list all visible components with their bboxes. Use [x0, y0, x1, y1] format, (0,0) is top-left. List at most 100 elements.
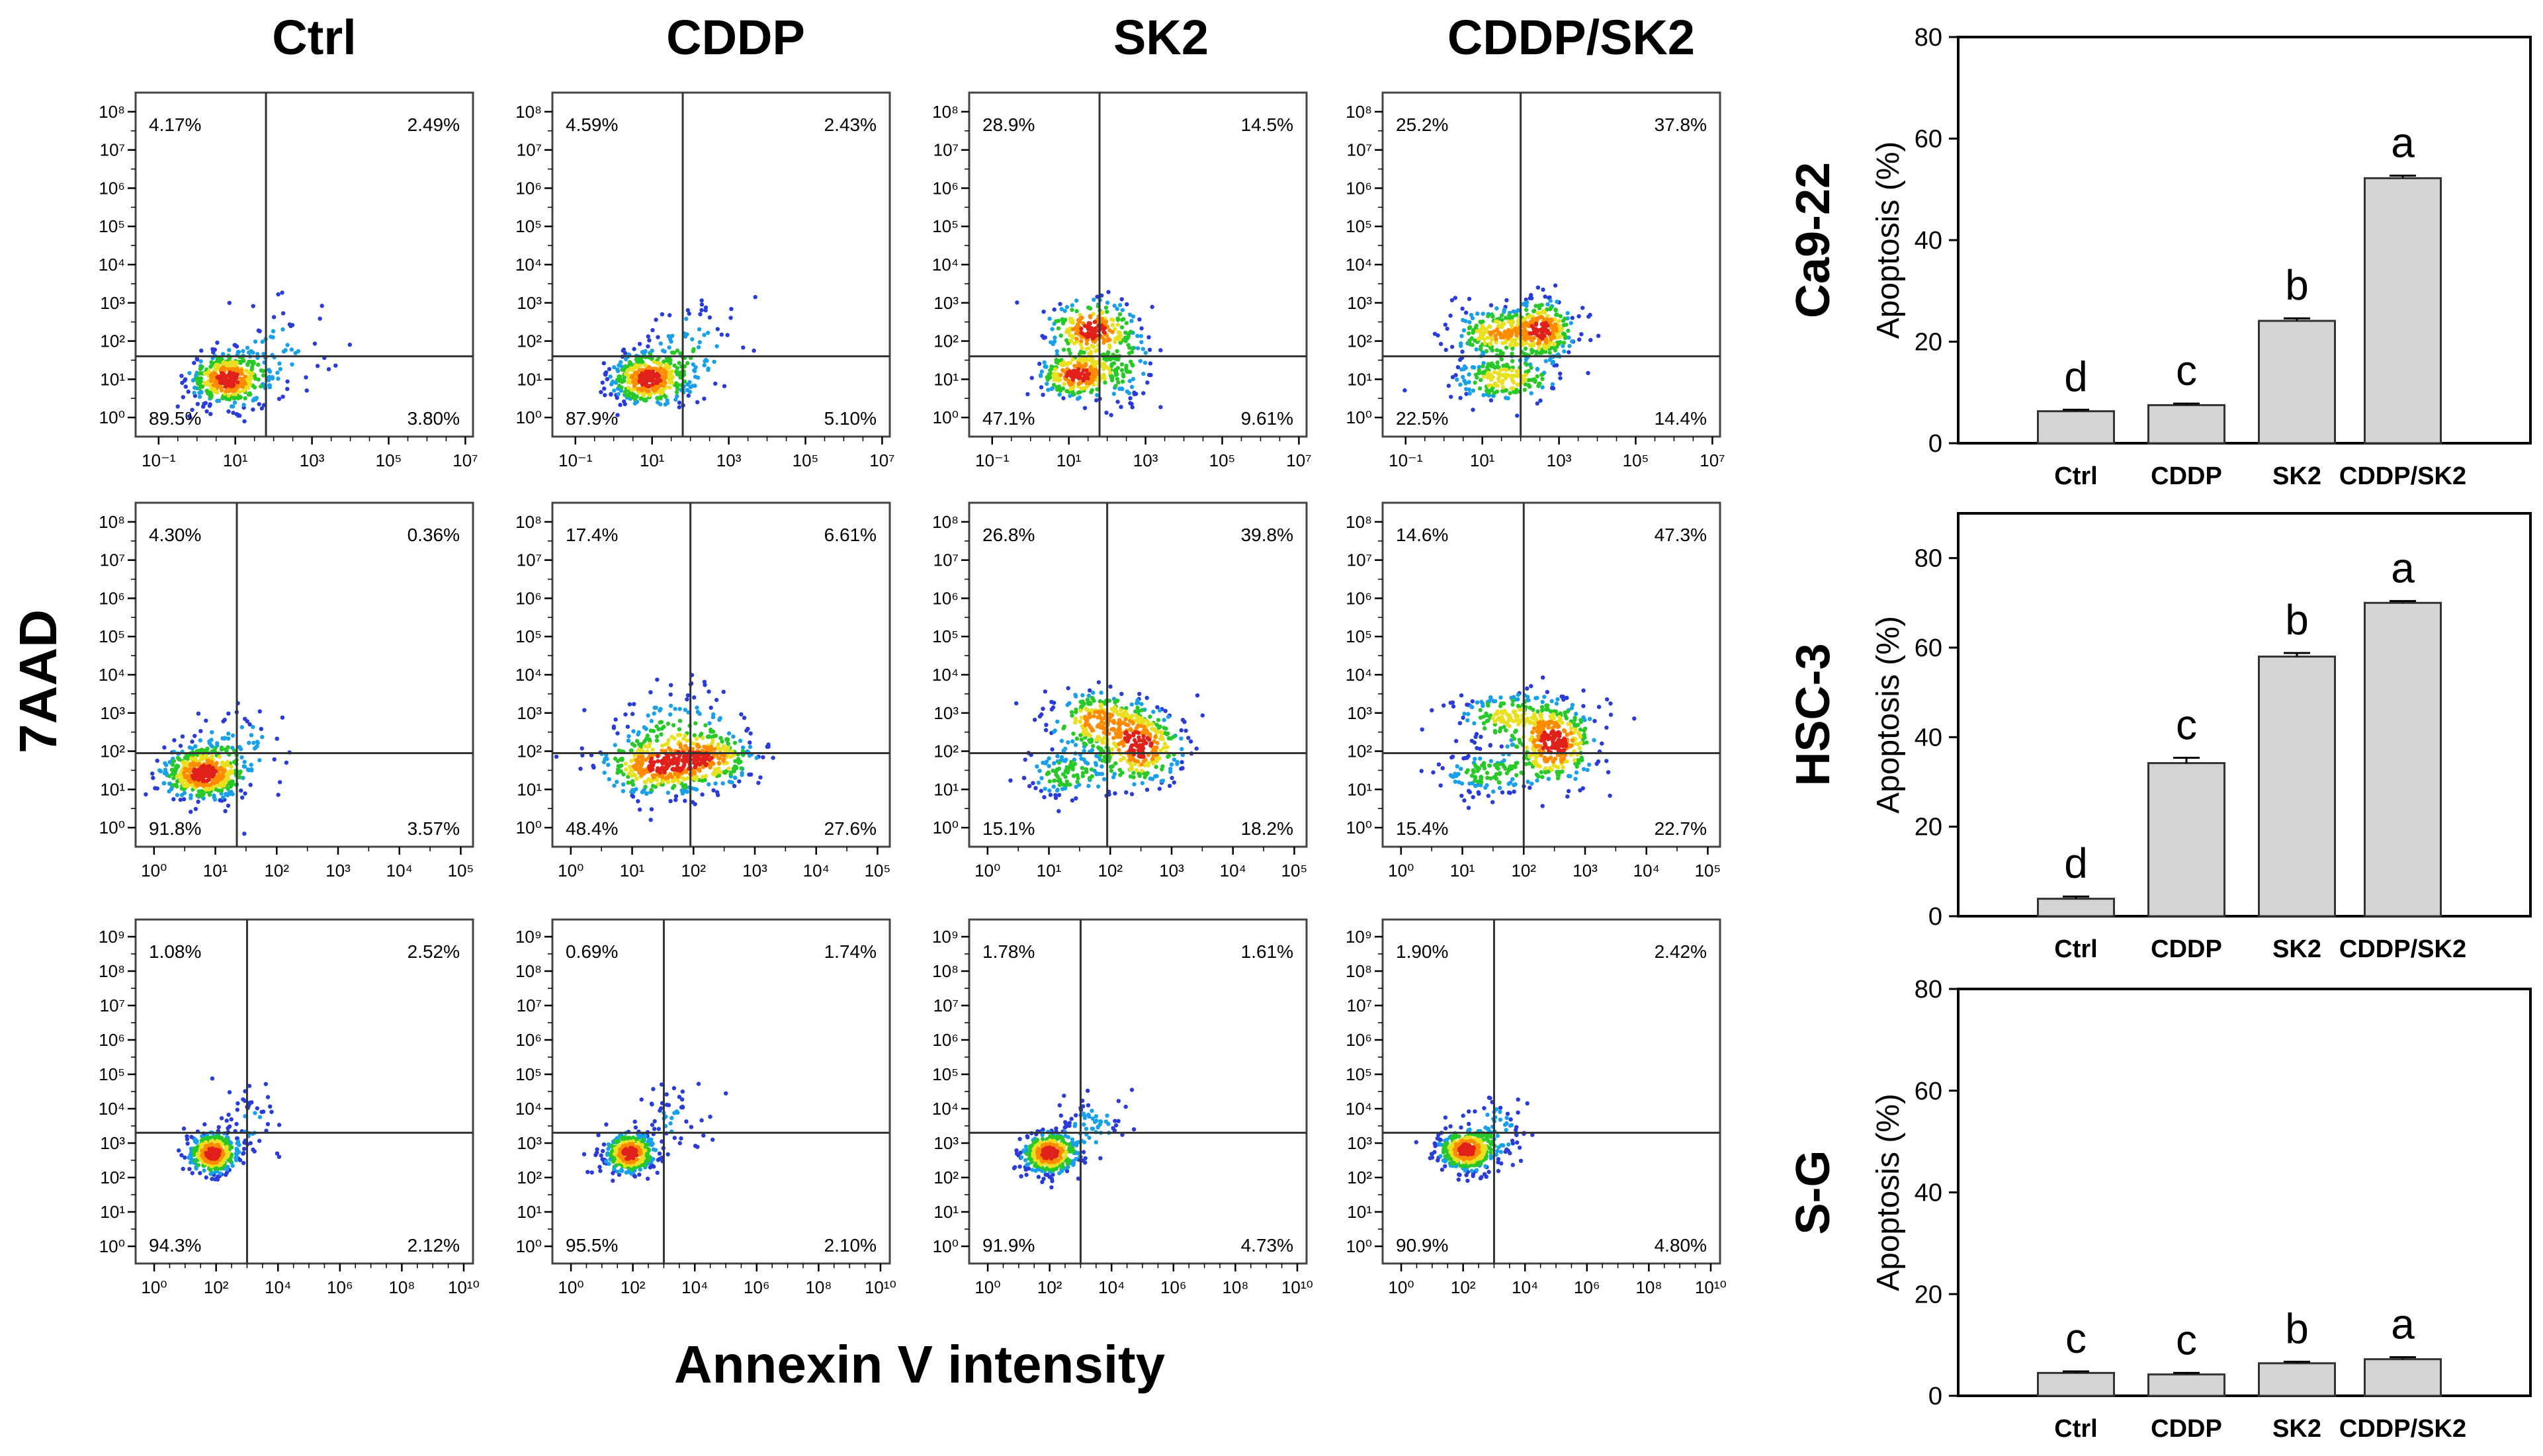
- event-dot: [739, 712, 744, 717]
- event-dot: [1467, 320, 1472, 325]
- event-dot: [1442, 703, 1446, 708]
- event-dot: [280, 311, 286, 316]
- y-tick-label: 10⁷: [517, 550, 542, 570]
- event-dot: [727, 779, 732, 785]
- event-dot: [643, 397, 648, 402]
- event-dot: [697, 744, 702, 749]
- event-dot: [208, 364, 213, 369]
- event-dot: [580, 746, 584, 751]
- event-dot: [171, 759, 177, 763]
- event-dot: [1533, 322, 1539, 327]
- event-dot: [1438, 783, 1443, 788]
- column-title-cddp-sk2: CDDP/SK2: [1447, 10, 1695, 65]
- event-dot: [664, 761, 669, 766]
- event-dot: [716, 755, 721, 760]
- event-dot: [1056, 760, 1062, 765]
- event-dot: [1492, 728, 1498, 734]
- event-dot: [671, 723, 676, 728]
- event-dot: [1608, 701, 1613, 706]
- event-dot: [1532, 335, 1537, 340]
- event-dot: [761, 755, 765, 759]
- event-dot: [1485, 771, 1490, 775]
- event-dot: [312, 341, 318, 346]
- event-dot: [1483, 726, 1487, 731]
- event-dot: [1581, 767, 1586, 771]
- event-dot: [1117, 767, 1123, 773]
- event-dot: [252, 746, 257, 751]
- event-dot: [643, 785, 648, 789]
- event-dot: [1153, 735, 1158, 740]
- event-dot: [240, 795, 245, 800]
- event-dot: [1117, 386, 1122, 391]
- event-dot: [660, 761, 665, 766]
- event-dot: [1070, 320, 1076, 325]
- event-dot: [1055, 349, 1059, 354]
- event-dot: [699, 298, 704, 303]
- event-dot: [1459, 767, 1463, 771]
- event-cloud: [1015, 290, 1163, 417]
- event-dot: [1132, 782, 1137, 787]
- event-dot: [1561, 318, 1566, 323]
- event-dot: [1119, 297, 1124, 302]
- y-tick-label: 10⁷: [1347, 140, 1372, 160]
- event-dot: [1500, 790, 1505, 795]
- event-dot: [1570, 339, 1574, 344]
- event-dot: [162, 781, 167, 786]
- event-dot: [607, 366, 612, 372]
- event-dot: [192, 390, 196, 396]
- event-dot: [193, 806, 198, 812]
- event-dot: [1462, 798, 1467, 803]
- event-dot: [754, 755, 759, 760]
- event-dot: [652, 359, 656, 364]
- event-dot: [1090, 748, 1095, 753]
- event-dot: [600, 380, 605, 385]
- y-axis-label-7aad: 7AAD: [9, 609, 67, 753]
- event-dot: [1043, 761, 1048, 766]
- event-dot: [702, 363, 707, 368]
- event-dot: [230, 379, 236, 384]
- plot-frame: [968, 91, 1308, 438]
- event-dot: [1099, 764, 1104, 769]
- event-dot: [1543, 294, 1547, 299]
- event-dot: [654, 705, 658, 710]
- event-dot: [677, 732, 683, 738]
- event-dot: [707, 315, 712, 320]
- event-dot: [686, 393, 691, 398]
- event-dot: [1466, 331, 1471, 336]
- event-dot: [270, 375, 275, 380]
- event-dot: [677, 718, 683, 723]
- event-dot: [624, 357, 628, 362]
- event-dot: [1096, 784, 1101, 789]
- y-tick-label: 10⁴: [99, 255, 125, 275]
- event-dot: [1079, 715, 1084, 720]
- event-dot: [1463, 310, 1469, 315]
- event-dot: [1008, 778, 1013, 783]
- event-dot: [187, 370, 192, 376]
- event-dot: [1540, 775, 1545, 779]
- event-dot: [621, 789, 626, 794]
- event-dot: [629, 748, 634, 753]
- event-dot: [200, 384, 205, 389]
- event-dot: [1500, 325, 1504, 329]
- event-dot: [1056, 318, 1061, 323]
- event-dot: [611, 726, 617, 730]
- event-dot: [1580, 786, 1585, 791]
- event-dot: [709, 705, 713, 710]
- event-dot: [1120, 318, 1125, 322]
- event-dot: [1467, 296, 1472, 301]
- event-dot: [1107, 343, 1112, 348]
- event-dot: [1566, 328, 1571, 333]
- event-dot: [1478, 756, 1483, 761]
- event-dot: [1179, 766, 1184, 771]
- column-title-sk2: SK2: [1113, 10, 1209, 65]
- event-dot: [1446, 384, 1451, 388]
- event-dot: [677, 727, 682, 732]
- event-dot: [1574, 770, 1579, 775]
- x-tick-label: 10³: [1133, 450, 1158, 470]
- event-dot: [732, 764, 738, 769]
- y-tick-label: 10⁴: [932, 665, 959, 685]
- x-tick-label: 10¹: [203, 861, 228, 880]
- event-dot: [1146, 761, 1150, 765]
- quadrant-ll-label: 22.5%: [1396, 408, 1448, 429]
